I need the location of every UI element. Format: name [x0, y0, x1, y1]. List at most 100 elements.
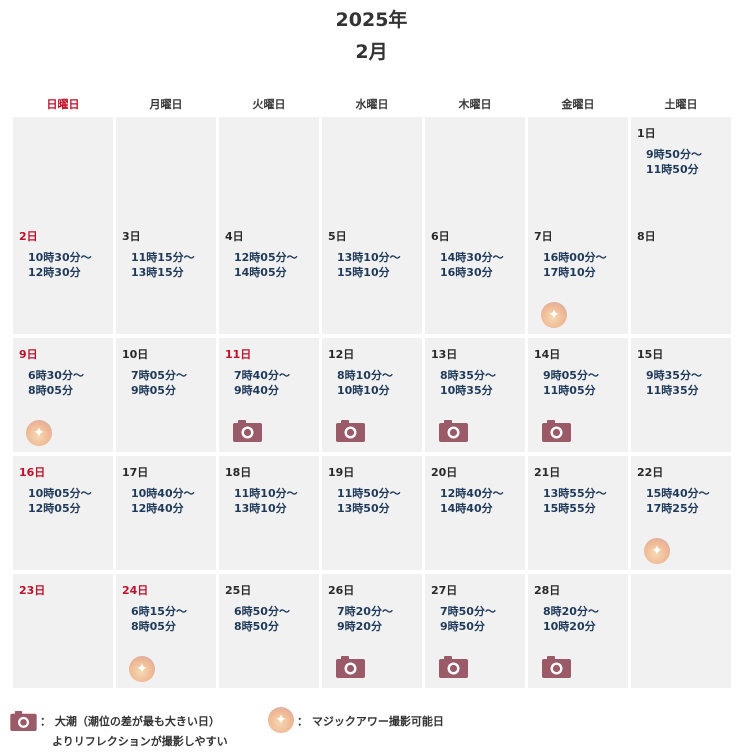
tide-end-time: 10時20分 — [543, 620, 596, 633]
tide-end-time: 9時20分 — [337, 620, 382, 633]
tide-end-time: 8時05分 — [131, 620, 176, 633]
weekday-header: 水曜日 — [355, 98, 389, 111]
day-number: 13日 — [431, 348, 458, 361]
calendar-cell: 9日 6時30分～ 8時05分 ✦ — [13, 338, 113, 452]
camera-icon — [336, 420, 365, 442]
magic-hour-icon: ✦ — [26, 420, 52, 446]
calendar-cell: 8日 — [631, 220, 731, 334]
magic-hour-icon: ✦ — [541, 302, 567, 328]
tide-start-time: 15時40分～ — [646, 487, 710, 500]
calendar-cell: 7日 16時00分～ 17時10分 ✦ — [528, 220, 628, 334]
tide-start-time: 9時05分～ — [543, 369, 599, 382]
camera-icon — [542, 420, 571, 442]
tide-end-time: 12時30分 — [28, 266, 81, 279]
calendar-cell — [116, 117, 216, 231]
magic-hour-icon: ✦ — [644, 538, 670, 564]
calendar-cell: 27日 7時50分～ 9時50分 — [425, 574, 525, 688]
tide-start-time: 7時50分～ — [440, 605, 496, 618]
calendar-cell: 11日 7時40分～ 9時40分 — [219, 338, 319, 452]
day-number: 22日 — [637, 466, 664, 479]
camera-icon — [10, 711, 37, 731]
day-number: 24日 — [122, 584, 149, 597]
day-number: 12日 — [328, 348, 355, 361]
calendar-cell: 2日 10時30分～ 12時30分 — [13, 220, 113, 334]
tide-end-time: 10時35分 — [440, 384, 493, 397]
camera-icon — [336, 656, 365, 678]
calendar-cell: 6日 14時30分～ 16時30分 — [425, 220, 525, 334]
day-number: 3日 — [122, 230, 141, 243]
tide-start-time: 7時20分～ — [337, 605, 393, 618]
calendar-year-title: 2025年 — [335, 9, 408, 31]
calendar-cell: 10日 7時05分～ 9時05分 — [116, 338, 216, 452]
tide-start-time: 10時05分～ — [28, 487, 92, 500]
calendar-cell — [219, 117, 319, 231]
tide-start-time: 10時40分～ — [131, 487, 195, 500]
tide-start-time: 8時20分～ — [543, 605, 599, 618]
day-number: 27日 — [431, 584, 458, 597]
calendar-cell — [13, 117, 113, 231]
tide-end-time: 16時30分 — [440, 266, 493, 279]
day-number: 1日 — [637, 127, 656, 140]
day-number: 19日 — [328, 466, 355, 479]
calendar-cell: 5日 13時10分～ 15時10分 — [322, 220, 422, 334]
calendar-cell: 4日 12時05分～ 14時05分 — [219, 220, 319, 334]
day-number: 20日 — [431, 466, 458, 479]
legend-camera-subtext: よりリフレクションが撮影しやすい — [52, 735, 228, 748]
day-number: 4日 — [225, 230, 244, 243]
day-number: 10日 — [122, 348, 149, 361]
camera-icon — [542, 656, 571, 678]
legend-magic-text: ： マジックアワー撮影可能日 — [297, 715, 444, 728]
weekday-header: 日曜日 — [46, 98, 80, 111]
legend-camera-text: ： 大潮（潮位の差が最も大きい日） — [40, 715, 220, 728]
tide-end-time: 11時50分 — [646, 163, 699, 176]
tide-start-time: 8時10分～ — [337, 369, 393, 382]
camera-icon — [439, 656, 468, 678]
calendar-cell: 19日 11時50分～ 13時50分 — [322, 456, 422, 570]
tide-start-time: 11時10分～ — [234, 487, 298, 500]
tide-start-time: 13時55分～ — [543, 487, 607, 500]
tide-start-time: 9時50分～ — [646, 148, 702, 161]
day-number: 15日 — [637, 348, 664, 361]
day-number: 21日 — [534, 466, 561, 479]
tide-start-time: 11時50分～ — [337, 487, 401, 500]
weekday-header: 月曜日 — [149, 98, 183, 111]
day-number: 14日 — [534, 348, 561, 361]
calendar-month-title: 2月 — [355, 41, 388, 63]
calendar-cell: 14日 9時05分～ 11時05分 — [528, 338, 628, 452]
tide-end-time: 8時05分 — [28, 384, 73, 397]
tide-start-time: 11時15分～ — [131, 251, 195, 264]
tide-end-time: 17時10分 — [543, 266, 596, 279]
calendar-cell: 23日 — [13, 574, 113, 688]
tide-end-time: 14時40分 — [440, 502, 493, 515]
day-number: 28日 — [534, 584, 561, 597]
day-number: 18日 — [225, 466, 252, 479]
tide-end-time: 9時50分 — [440, 620, 485, 633]
day-number: 8日 — [637, 230, 656, 243]
tide-end-time: 12時05分 — [28, 502, 81, 515]
tide-end-time: 14時05分 — [234, 266, 287, 279]
tide-start-time: 6時30分～ — [28, 369, 84, 382]
calendar-cell: 25日 6時50分～ 8時50分 — [219, 574, 319, 688]
tide-end-time: 13時50分 — [337, 502, 390, 515]
day-number: 11日 — [225, 348, 252, 361]
calendar-cell: 21日 13時55分～ 15時55分 — [528, 456, 628, 570]
tide-end-time: 10時10分 — [337, 384, 390, 397]
tide-start-time: 14時30分～ — [440, 251, 504, 264]
day-number: 9日 — [19, 348, 38, 361]
tide-end-time: 12時40分 — [131, 502, 184, 515]
day-number: 23日 — [19, 584, 46, 597]
tide-end-time: 15時10分 — [337, 266, 390, 279]
calendar-cell — [322, 117, 422, 231]
calendar-cell: 26日 7時20分～ 9時20分 — [322, 574, 422, 688]
tide-end-time: 13時15分 — [131, 266, 184, 279]
day-number: 26日 — [328, 584, 355, 597]
day-number: 16日 — [19, 466, 46, 479]
tide-end-time: 8時50分 — [234, 620, 279, 633]
calendar-cell: 1日 9時50分～ 11時50分 — [631, 117, 731, 231]
calendar-cell: 18日 11時10分～ 13時10分 — [219, 456, 319, 570]
calendar-cell: 16日 10時05分～ 12時05分 — [13, 456, 113, 570]
tide-end-time: 11時05分 — [543, 384, 596, 397]
tide-start-time: 16時00分～ — [543, 251, 607, 264]
calendar-cell — [631, 574, 731, 688]
day-number: 6日 — [431, 230, 450, 243]
